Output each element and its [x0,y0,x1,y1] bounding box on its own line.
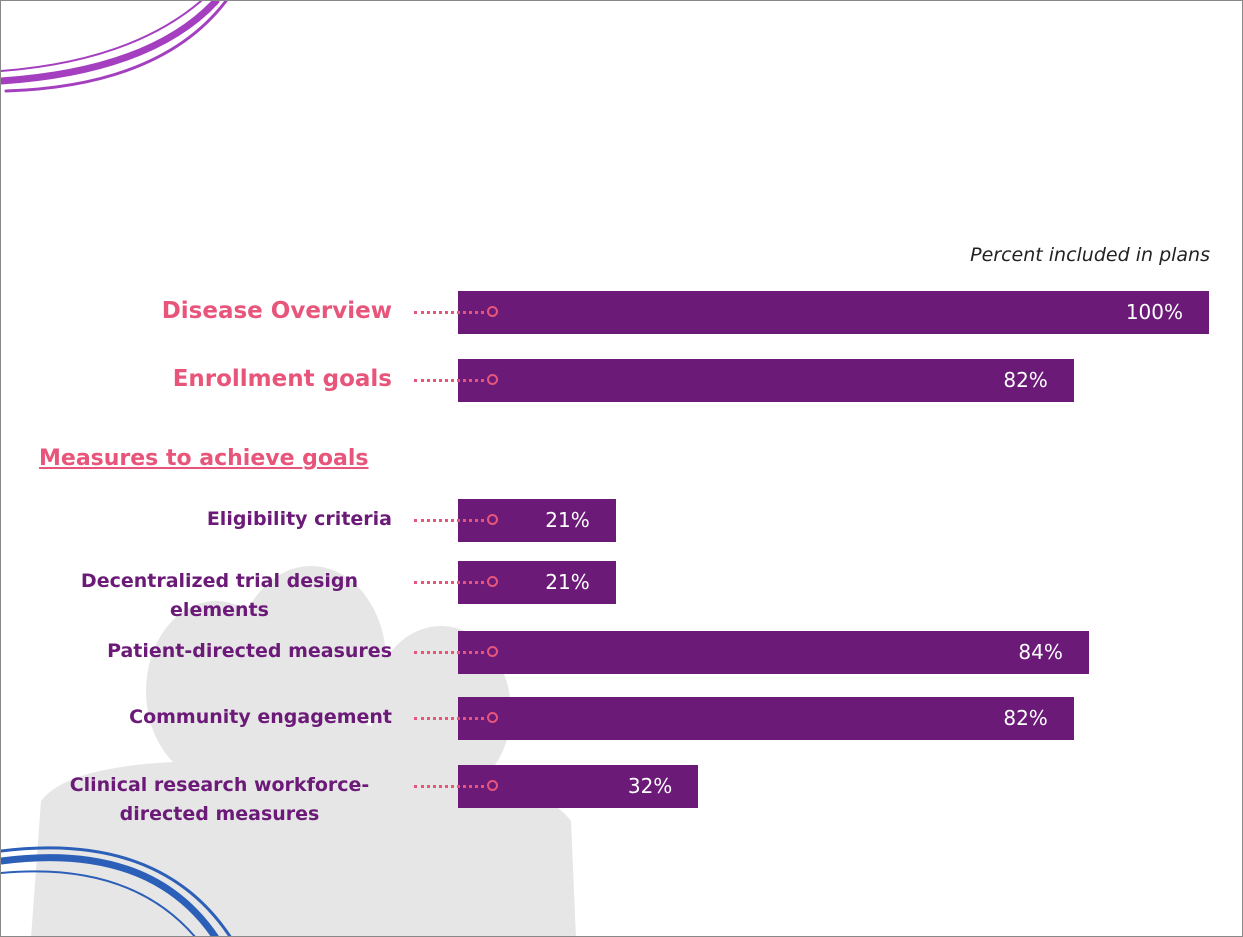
bar [458,765,699,808]
bar [458,499,616,542]
connector-dot [487,576,498,587]
connector [414,519,484,522]
value-label: 100% [1125,300,1183,324]
value-label: 82% [1003,706,1048,730]
connector-dot [487,374,498,385]
bar [458,561,616,604]
category-label: Disease Overview [161,298,392,324]
connector-dot [487,646,498,657]
bar [458,359,1074,402]
connector [414,311,484,314]
category-label: Clinical research workforce-directed mea… [69,774,370,825]
connector [414,581,484,584]
connector [414,651,484,654]
connector [414,379,484,382]
value-label: 84% [1018,640,1063,664]
category-label-box: Patient-directed measures [107,637,392,666]
bar [458,631,1089,674]
category-label: Patient-directed measures [107,640,392,662]
category-label-box: Eligibility criteria [207,505,392,534]
subtitle: Percent included in plans [970,244,1210,266]
category-label: Decentralized trial design elements [80,570,359,621]
connector [414,717,484,720]
connector-dot [487,712,498,723]
bar [458,291,1209,334]
value-label: 21% [545,570,590,594]
category-label: Eligibility criteria [206,508,392,530]
connector-dot [487,306,498,317]
value-label: 82% [1003,368,1048,392]
connector-dot [487,780,498,791]
category-label-box: Enrollment goals [173,365,392,394]
value-label: 21% [545,508,590,532]
category-label-box: Clinical research workforce-directed mea… [47,771,392,829]
bar [458,697,1074,740]
connector [414,785,484,788]
category-label: Community engagement [129,706,392,728]
category-label: Enrollment goals [172,366,392,392]
category-label-box: Community engagement [129,703,392,732]
category-label-box: Disease Overview [162,297,392,326]
section-heading: Measures to achieve goals [39,446,369,471]
value-label: 32% [627,774,673,798]
connector-dot [487,514,498,525]
category-label-box: Decentralized trial design elements [47,567,392,625]
